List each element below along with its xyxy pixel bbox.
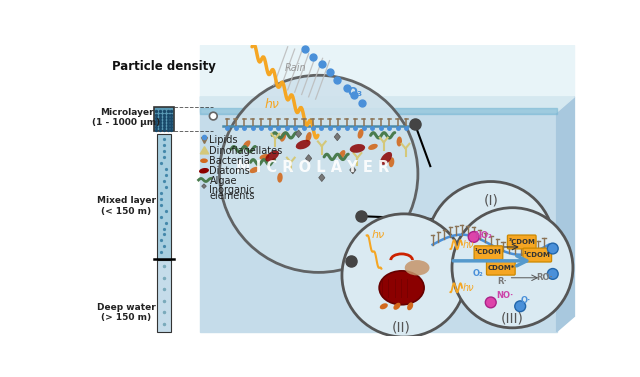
Text: Mixed layer
(< 150 m): Mixed layer (< 150 m) [97, 196, 156, 216]
Text: O·: O· [520, 296, 531, 305]
Polygon shape [296, 130, 301, 138]
Text: Particle density: Particle density [112, 60, 216, 72]
Ellipse shape [380, 303, 388, 309]
Text: RO·: RO· [536, 273, 554, 282]
Ellipse shape [306, 132, 312, 142]
Ellipse shape [259, 154, 269, 160]
Ellipse shape [243, 140, 250, 149]
Ellipse shape [296, 140, 310, 149]
Ellipse shape [368, 144, 378, 150]
Bar [154, 107, 174, 132]
Text: Inorganic: Inorganic [209, 185, 255, 195]
Ellipse shape [394, 303, 401, 310]
Circle shape [515, 301, 525, 312]
Text: hν: hν [463, 240, 474, 250]
Text: hν: hν [372, 230, 385, 241]
Circle shape [452, 208, 573, 328]
Circle shape [547, 268, 558, 279]
FancyBboxPatch shape [486, 261, 515, 275]
Circle shape [547, 243, 558, 254]
Bar [157, 260, 171, 332]
Text: hν: hν [265, 98, 280, 111]
Ellipse shape [404, 260, 429, 276]
Polygon shape [319, 174, 325, 182]
FancyBboxPatch shape [474, 246, 503, 260]
Text: O₃: O₃ [348, 86, 362, 99]
Circle shape [468, 231, 479, 242]
Text: ¹CDOM: ¹CDOM [524, 252, 550, 258]
Circle shape [428, 182, 554, 308]
Ellipse shape [277, 173, 283, 183]
Text: ¹CDOM: ¹CDOM [475, 249, 502, 255]
Text: Dinoflagellates: Dinoflagellates [209, 146, 283, 156]
Polygon shape [200, 112, 557, 332]
Circle shape [209, 112, 217, 120]
Ellipse shape [266, 150, 279, 162]
Text: CDOM*: CDOM* [487, 265, 515, 271]
Polygon shape [200, 45, 575, 97]
Text: R·: R· [497, 277, 508, 286]
Polygon shape [200, 108, 557, 114]
Text: Algae: Algae [209, 176, 237, 186]
Text: (I): (I) [483, 194, 498, 208]
Polygon shape [349, 166, 356, 174]
Text: Deep water
(> 150 m): Deep water (> 150 m) [97, 303, 156, 322]
Text: hν: hν [463, 283, 474, 293]
Text: Rain: Rain [285, 63, 307, 72]
Ellipse shape [350, 144, 365, 153]
Text: NO·: NO· [496, 291, 513, 300]
Ellipse shape [397, 136, 402, 147]
Ellipse shape [339, 150, 346, 159]
Ellipse shape [388, 157, 394, 167]
Text: O₂: O₂ [472, 270, 483, 279]
Ellipse shape [199, 168, 209, 173]
Bar [157, 134, 171, 259]
Text: ³CDOM: ³CDOM [508, 239, 535, 245]
Circle shape [342, 214, 466, 337]
Polygon shape [200, 97, 575, 112]
Text: NO₂: NO₂ [474, 231, 492, 240]
Ellipse shape [280, 132, 286, 142]
Polygon shape [334, 133, 340, 141]
Circle shape [485, 297, 496, 308]
Ellipse shape [250, 167, 259, 173]
Ellipse shape [200, 158, 208, 163]
Text: M I C R O L A Y E R: M I C R O L A Y E R [236, 160, 389, 175]
Polygon shape [202, 184, 206, 188]
Polygon shape [557, 97, 575, 332]
Text: elements: elements [209, 191, 255, 201]
Ellipse shape [379, 271, 424, 305]
Ellipse shape [407, 302, 413, 310]
Text: Bacteria: Bacteria [209, 156, 250, 166]
Polygon shape [305, 155, 312, 162]
Circle shape [220, 75, 418, 273]
Text: Lipids: Lipids [209, 135, 238, 145]
Text: Diatoms: Diatoms [209, 166, 250, 176]
Text: (II): (II) [392, 321, 411, 335]
Ellipse shape [358, 129, 364, 139]
Text: (III): (III) [501, 311, 524, 326]
FancyBboxPatch shape [508, 235, 536, 249]
FancyBboxPatch shape [523, 248, 552, 262]
Ellipse shape [380, 152, 392, 165]
Text: Microlayer
(1 - 1000 μm): Microlayer (1 - 1000 μm) [92, 108, 161, 127]
